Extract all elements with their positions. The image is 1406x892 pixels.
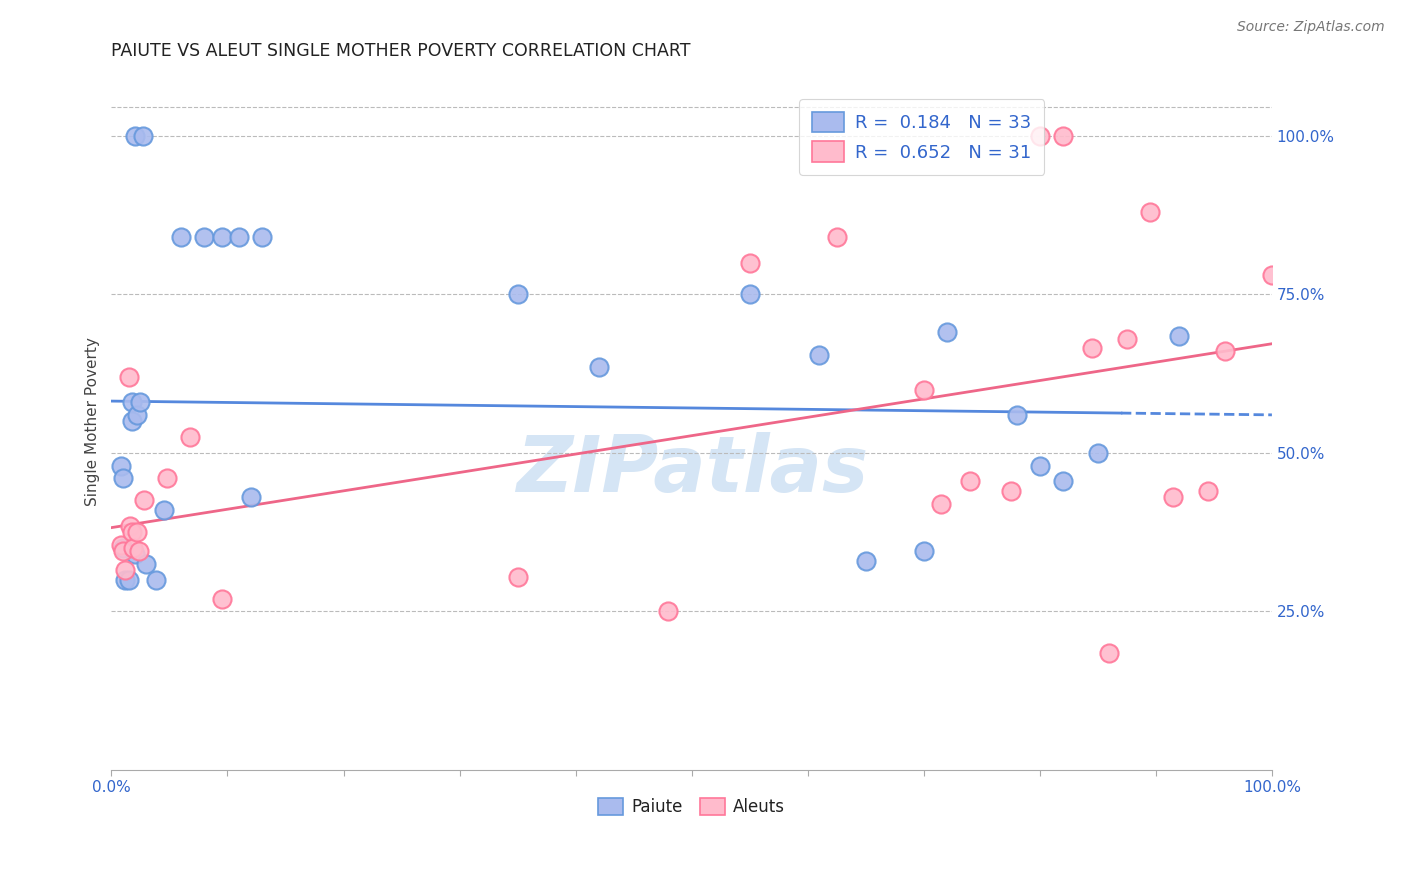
- Legend: Paiute, Aleuts: Paiute, Aleuts: [591, 789, 793, 824]
- Point: [111, 471, 134, 485]
- Point: [1052, 475, 1074, 489]
- Point: [738, 287, 761, 301]
- Point: [1168, 328, 1191, 343]
- Point: [114, 573, 136, 587]
- Point: [128, 544, 150, 558]
- Point: [239, 491, 262, 505]
- Point: [588, 360, 610, 375]
- Point: [114, 563, 136, 577]
- Point: [1215, 344, 1237, 359]
- Point: [825, 230, 848, 244]
- Point: [121, 395, 143, 409]
- Point: [929, 497, 952, 511]
- Point: [855, 554, 877, 568]
- Point: [211, 591, 233, 606]
- Point: [506, 569, 529, 583]
- Point: [959, 475, 981, 489]
- Y-axis label: Single Mother Poverty: Single Mother Poverty: [86, 337, 100, 506]
- Point: [118, 369, 141, 384]
- Point: [118, 573, 141, 587]
- Point: [110, 458, 132, 473]
- Point: [1098, 646, 1121, 660]
- Text: ZIPatlas: ZIPatlas: [516, 432, 868, 508]
- Point: [125, 408, 148, 422]
- Point: [124, 548, 146, 562]
- Point: [1197, 483, 1219, 498]
- Point: [1261, 268, 1284, 283]
- Point: [506, 287, 529, 301]
- Point: [1087, 446, 1109, 460]
- Point: [124, 128, 146, 143]
- Point: [156, 471, 179, 485]
- Point: [1000, 483, 1022, 498]
- Point: [228, 230, 250, 244]
- Text: Source: ZipAtlas.com: Source: ZipAtlas.com: [1237, 20, 1385, 34]
- Point: [1029, 458, 1052, 473]
- Point: [211, 230, 233, 244]
- Point: [132, 493, 155, 508]
- Point: [118, 519, 141, 533]
- Point: [1139, 205, 1161, 219]
- Point: [111, 544, 134, 558]
- Point: [738, 255, 761, 269]
- Point: [132, 128, 155, 143]
- Point: [657, 604, 679, 618]
- Point: [1005, 408, 1028, 422]
- Point: [1052, 128, 1074, 143]
- Point: [152, 503, 174, 517]
- Point: [122, 541, 145, 555]
- Point: [1161, 491, 1184, 505]
- Point: [110, 538, 132, 552]
- Point: [252, 230, 274, 244]
- Point: [1029, 128, 1052, 143]
- Point: [1115, 332, 1137, 346]
- Text: PAIUTE VS ALEUT SINGLE MOTHER POVERTY CORRELATION CHART: PAIUTE VS ALEUT SINGLE MOTHER POVERTY CO…: [111, 42, 690, 60]
- Point: [179, 430, 201, 444]
- Point: [912, 544, 935, 558]
- Point: [125, 525, 148, 540]
- Point: [808, 348, 831, 362]
- Point: [111, 541, 134, 555]
- Point: [912, 383, 935, 397]
- Point: [129, 395, 152, 409]
- Point: [121, 525, 143, 540]
- Point: [121, 414, 143, 428]
- Point: [170, 230, 193, 244]
- Point: [193, 230, 215, 244]
- Point: [145, 573, 167, 587]
- Point: [936, 326, 959, 340]
- Point: [1081, 341, 1104, 355]
- Point: [135, 557, 157, 571]
